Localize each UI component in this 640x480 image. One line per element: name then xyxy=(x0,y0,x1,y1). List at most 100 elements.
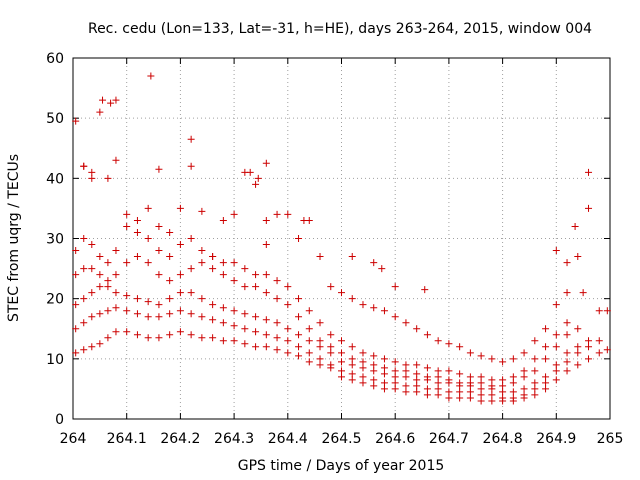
data-point-low-envelope xyxy=(542,385,550,393)
x-tick-label: 264.9 xyxy=(536,431,576,447)
data-point-track-c xyxy=(509,379,517,387)
data-point-track-e xyxy=(391,313,399,321)
x-tick-label: 264.3 xyxy=(214,431,254,447)
data-point-track-e xyxy=(187,135,195,143)
data-point-low-envelope xyxy=(284,349,292,357)
data-point-track-e xyxy=(595,307,603,315)
data-point-track-b xyxy=(176,289,184,297)
data-point-track-b xyxy=(198,295,206,303)
data-point-track-d xyxy=(413,361,421,369)
data-point-high-points xyxy=(603,307,611,315)
data-point-track-a xyxy=(80,319,88,327)
data-point-track-a xyxy=(477,391,485,399)
data-point-low-envelope xyxy=(80,346,88,354)
data-point-track-c xyxy=(380,364,388,372)
data-point-track-d xyxy=(466,373,474,381)
data-point-track-a xyxy=(552,367,560,375)
data-point-track-b xyxy=(230,307,238,315)
data-point-track-e xyxy=(133,216,141,224)
data-point-low-envelope xyxy=(456,394,464,402)
data-point-low-envelope xyxy=(402,388,410,396)
data-point-track-a xyxy=(295,343,303,351)
data-point-track-d xyxy=(104,259,112,267)
data-point-track-d xyxy=(316,319,324,327)
data-point-high-points xyxy=(378,265,386,273)
chart-title: Rec. cedu (Lon=133, Lat=-31, h=HE), days… xyxy=(88,21,592,37)
x-tick-label: 264.6 xyxy=(375,431,415,447)
data-point-track-c xyxy=(187,265,195,273)
data-point-track-e xyxy=(144,204,152,212)
data-point-track-d xyxy=(520,367,528,375)
data-point-high-points xyxy=(571,222,579,230)
data-point-track-b xyxy=(563,349,571,357)
x-tick-label: 265 xyxy=(597,431,624,447)
data-point-track-a xyxy=(241,325,249,333)
data-point-track-e xyxy=(230,210,238,218)
data-point-low-envelope xyxy=(338,373,345,381)
data-point-low-envelope xyxy=(96,340,104,348)
data-point-track-a xyxy=(284,337,292,345)
data-point-track-b xyxy=(123,292,131,300)
data-point-track-d xyxy=(434,367,442,375)
data-point-track-b xyxy=(338,358,345,366)
data-point-track-d xyxy=(187,235,195,242)
data-point-track-a xyxy=(316,355,324,363)
data-point-track-c xyxy=(209,265,217,273)
data-point-track-c xyxy=(112,271,120,279)
data-point-track-c xyxy=(574,325,582,333)
data-point-track-c xyxy=(445,376,453,384)
data-point-track-b xyxy=(155,301,163,309)
data-point-track-e xyxy=(520,349,528,357)
data-point-track-c xyxy=(338,349,345,357)
data-point-track-d xyxy=(488,376,496,384)
data-point-track-c xyxy=(434,373,442,381)
data-point-low-envelope xyxy=(434,391,442,399)
x-tick-label: 264.7 xyxy=(429,431,469,447)
data-point-track-a xyxy=(133,310,141,318)
data-point-track-a xyxy=(348,370,356,378)
data-point-track-b xyxy=(284,325,292,333)
data-point-track-e xyxy=(509,355,517,363)
data-point-track-e xyxy=(295,235,303,242)
data-point-track-e xyxy=(88,174,96,182)
data-point-low-envelope xyxy=(380,385,388,393)
data-point-track-b xyxy=(166,295,174,303)
data-point-track-d xyxy=(359,349,367,357)
data-point-track-a xyxy=(531,385,539,393)
data-point-track-b xyxy=(72,301,80,309)
data-point-track-e xyxy=(552,301,560,309)
data-point-low-envelope xyxy=(348,376,356,384)
data-point-track-c xyxy=(305,325,313,333)
data-point-track-a xyxy=(187,310,195,318)
data-point-track-b xyxy=(80,295,88,303)
data-point-track-e xyxy=(348,295,356,303)
data-point-track-c xyxy=(198,259,206,267)
data-point-low-envelope xyxy=(144,334,152,342)
data-point-track-e xyxy=(252,180,260,188)
data-point-track-a xyxy=(488,391,496,399)
data-point-track-a xyxy=(595,337,603,345)
data-point-high-points xyxy=(262,159,270,167)
data-point-track-b xyxy=(241,310,249,318)
data-point-track-b xyxy=(370,367,378,375)
data-point-high-points xyxy=(112,96,120,104)
data-point-track-c xyxy=(72,271,80,279)
data-point-low-envelope xyxy=(316,361,324,369)
data-point-track-d xyxy=(423,364,431,372)
data-point-track-a xyxy=(166,310,174,318)
data-point-high-points xyxy=(391,283,399,291)
data-point-low-envelope xyxy=(123,328,131,336)
data-point-track-c xyxy=(80,265,88,273)
y-axis-label: STEC from uqrg / TECUs xyxy=(6,154,22,322)
data-point-track-b xyxy=(552,361,560,369)
y-tick-label: 20 xyxy=(46,292,64,308)
x-tick-label: 264.4 xyxy=(268,431,308,447)
data-point-track-d xyxy=(176,241,184,249)
data-point-track-a xyxy=(413,382,421,390)
data-point-track-b xyxy=(252,313,260,321)
data-point-track-b xyxy=(380,370,388,378)
data-point-low-envelope xyxy=(603,346,611,354)
data-point-track-c xyxy=(284,301,292,309)
data-point-track-c xyxy=(466,379,474,387)
